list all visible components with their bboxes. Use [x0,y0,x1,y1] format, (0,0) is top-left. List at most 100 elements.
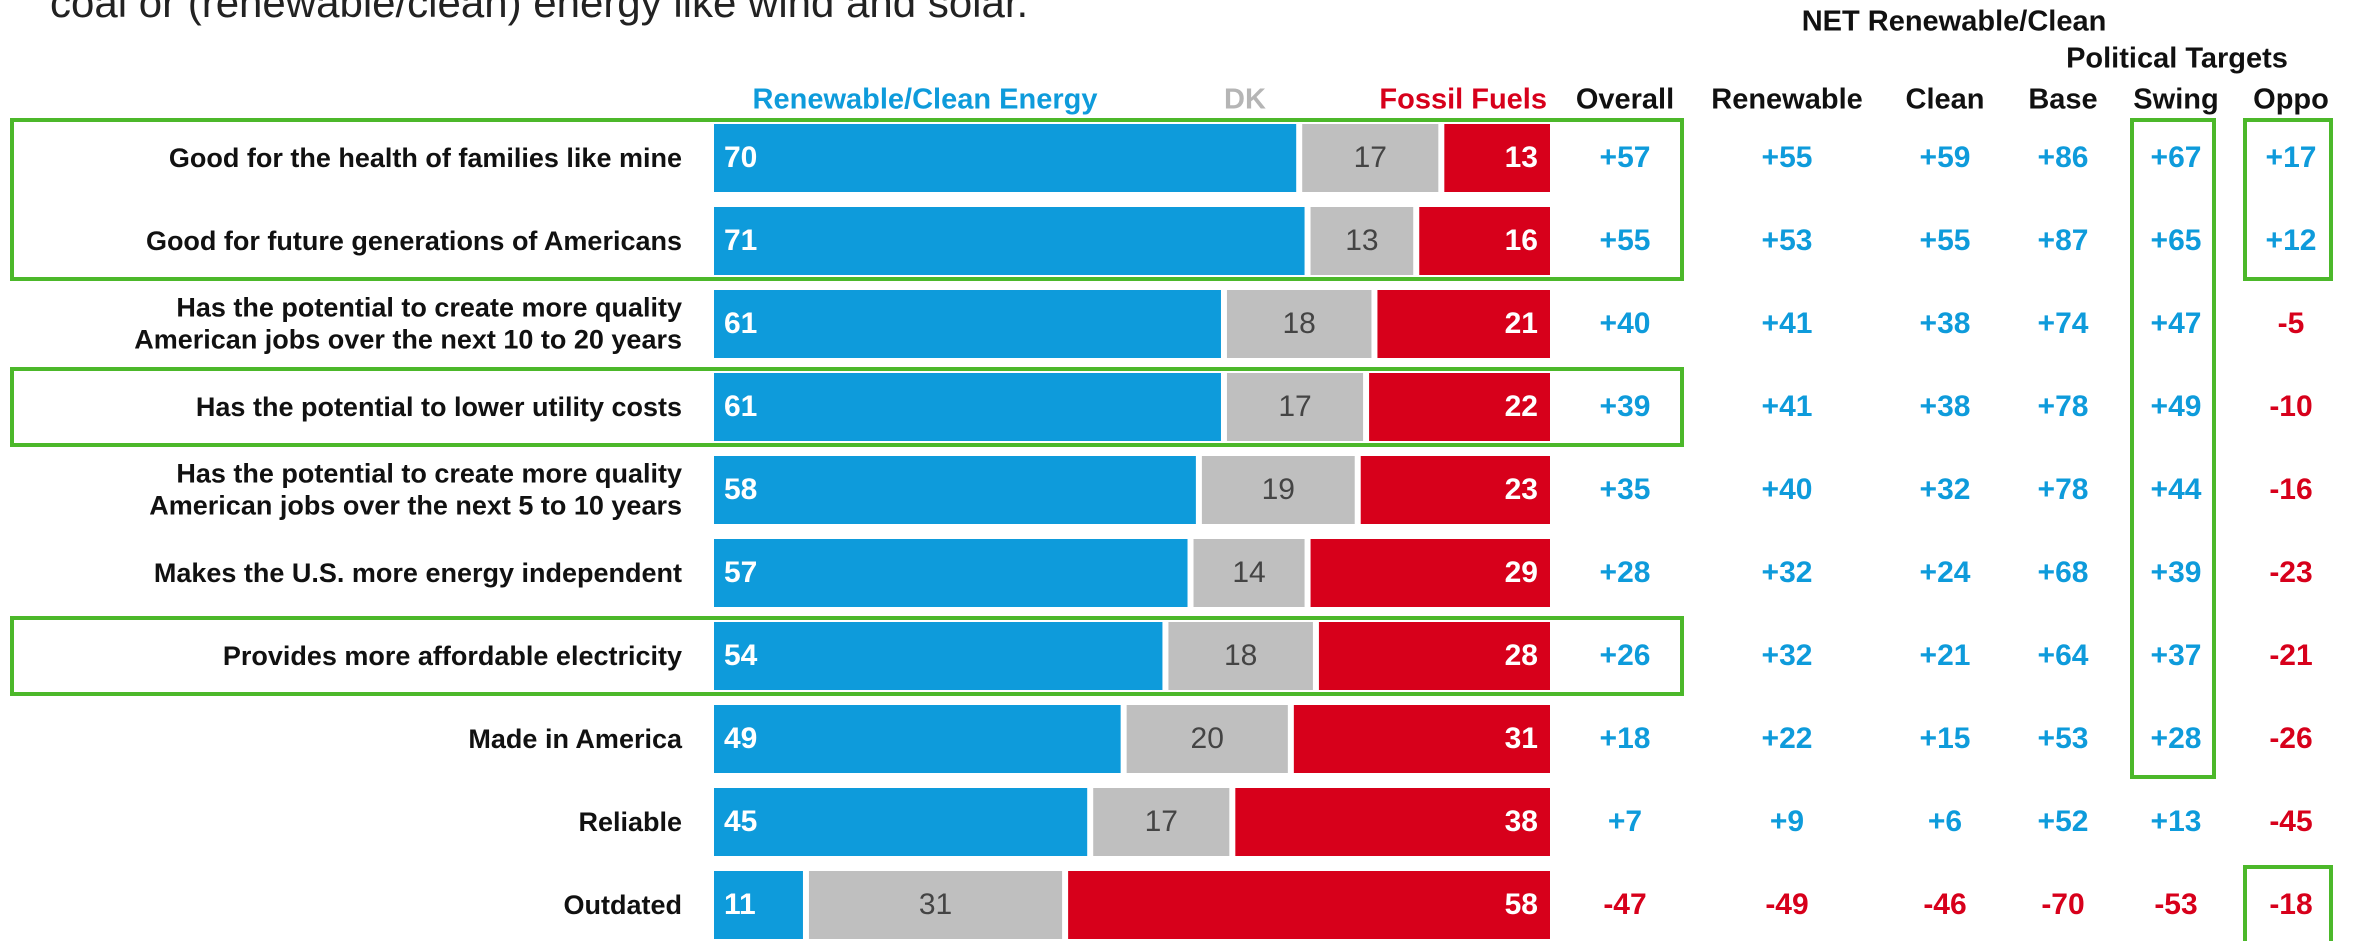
value-label: 16 [1505,224,1538,257]
net-value: -18 [2269,888,2312,921]
net-value: +53 [2038,722,2089,755]
value-label: 58 [724,473,757,506]
net-value: +41 [1762,307,1813,340]
highlight-box [10,616,1684,696]
net-value: +32 [1920,473,1971,506]
net-value: +87 [2038,224,2089,257]
net-value: +32 [1762,556,1813,589]
value-label: 11 [724,888,756,921]
net-value: +52 [2038,805,2089,838]
net-value: +64 [2038,639,2089,672]
net-value: +24 [1920,556,1971,589]
net-value: +65 [2151,224,2202,257]
bar-segment [714,539,1188,607]
value-label: 13 [1345,224,1378,257]
value-label: 28 [1505,639,1538,672]
net-value: +40 [1762,473,1813,506]
net-value: +28 [2151,722,2202,755]
value-label: 17 [1354,141,1387,174]
value-label: 49 [724,722,757,755]
value-label: 18 [1283,307,1316,340]
net-value: +38 [1920,390,1971,423]
net-value: +22 [1762,722,1813,755]
net-value: -47 [1603,888,1646,921]
net-value: +39 [1600,390,1651,423]
value-label: 57 [724,556,757,589]
net-value: +39 [2151,556,2202,589]
net-value: +53 [1762,224,1813,257]
bar-segment [714,290,1221,358]
category-label: Reliable [578,806,682,837]
bar-segment [714,456,1196,524]
net-value: +7 [1608,805,1642,838]
net-value: +21 [1920,639,1971,672]
net-value: +35 [1600,473,1651,506]
bar-segment [1293,705,1550,773]
net-value: +38 [1920,307,1971,340]
value-label: 22 [1505,390,1538,423]
bar-segment [1360,456,1550,524]
category-label: Has the potential to create more quality… [149,458,682,521]
bar-segment [714,705,1121,773]
net-value: +55 [1600,224,1651,257]
category-label: Makes the U.S. more energy independent [153,557,682,588]
column-header: Overall [1576,84,1674,116]
value-label: 54 [724,639,758,672]
legend-entry: Fossil Fuels [1379,84,1547,116]
value-label: 19 [1262,473,1295,506]
net-value: +44 [2151,473,2202,506]
category-label: Has the potential to create more quality… [134,292,682,355]
category-label: Provides more affordable electricity [222,640,682,671]
value-label: 17 [1278,390,1311,423]
value-label: 21 [1505,307,1538,340]
value-label: 45 [724,805,757,838]
column-header: Swing [2133,84,2218,116]
value-label: 58 [1505,888,1538,921]
value-label: 13 [1505,141,1538,174]
bar-segment [714,373,1221,441]
bar-segment [1068,871,1550,939]
value-label: 61 [724,390,757,423]
category-label: Made in America [468,723,682,754]
value-label: 18 [1224,639,1257,672]
bar-segment [714,871,803,939]
column-header: Base [2028,84,2097,116]
column-header: Oppo [2253,84,2329,116]
column-header: Renewable [1711,84,1863,116]
category-label: Good for the health of families like min… [168,142,682,173]
highlight-box [10,367,1684,447]
bar-segment [1310,539,1550,607]
highlight-box [2243,865,2333,941]
category-label: Outdated [563,889,683,920]
net-value: -5 [2278,307,2305,340]
value-label: 31 [919,888,952,921]
bar-segment [1377,290,1550,358]
net-value: -21 [2269,639,2312,672]
net-value: +37 [2151,639,2202,672]
net-value: -10 [2269,390,2312,423]
bar-segment [1444,124,1550,192]
bar-segment [1318,622,1550,690]
highlight-box [2243,118,2333,281]
group-header: NET Renewable/Clean [1802,6,2107,38]
bar-segment [1302,124,1439,192]
value-label: 20 [1191,722,1224,755]
net-value: +49 [2151,390,2202,423]
net-value: +86 [2038,141,2089,174]
category-label: Good for future generations of Americans [145,225,682,256]
value-label: 17 [1145,805,1178,838]
bar-segment [1310,207,1414,275]
value-label: 70 [724,141,757,174]
legend-entry: Renewable/Clean Energy [753,84,1098,116]
net-value: +9 [1770,805,1804,838]
highlight-box [2130,118,2216,779]
net-value: +68 [2038,556,2089,589]
net-value: +67 [2151,141,2202,174]
bar-segment [1168,622,1313,690]
net-value: +41 [1762,390,1813,423]
bar-segment [1235,788,1550,856]
intro-text: coal or (renewable/clean) energy like wi… [50,0,1028,26]
bar-segment [1226,290,1372,358]
bar-segment [714,622,1163,690]
